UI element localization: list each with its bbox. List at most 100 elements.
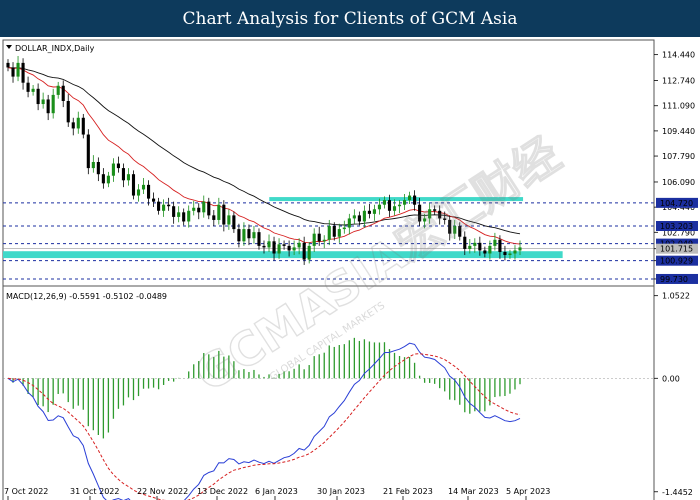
candle-body — [292, 247, 296, 251]
candle-body — [31, 88, 35, 92]
candle-body — [252, 232, 256, 239]
candle-body — [433, 209, 437, 211]
candle-body — [101, 174, 105, 184]
candle-body — [121, 168, 126, 181]
main-panel — [3, 56, 654, 280]
level-badge — [656, 197, 698, 208]
candle-body — [408, 195, 412, 201]
candle-body — [227, 215, 231, 225]
candle-body — [413, 195, 417, 205]
level-badge-label: 99.730 — [660, 275, 688, 284]
candle-body — [337, 229, 341, 237]
level-badge — [656, 221, 698, 232]
candle-body — [222, 204, 226, 225]
candle-body — [453, 226, 457, 234]
price-tick-label: 111.090 — [662, 102, 695, 111]
level-badge — [656, 273, 698, 284]
price-tick-label: 109.440 — [662, 127, 695, 136]
candle-body — [106, 175, 110, 184]
price-tick-label: 107.790 — [662, 152, 695, 161]
candle-body — [172, 206, 176, 217]
candle-body — [312, 233, 316, 246]
candle-body — [503, 251, 507, 256]
candle-body — [11, 67, 15, 77]
macd-tick-label: -1.4452 — [662, 488, 693, 497]
date-tick-label: 6 Jan 2023 — [255, 487, 298, 496]
candle-body — [302, 242, 306, 260]
candle-body — [182, 212, 186, 222]
candle-body — [438, 210, 442, 219]
candle-body — [332, 226, 336, 237]
date-tick-label: 13 Dec 2022 — [197, 487, 248, 496]
candle-body — [347, 218, 351, 228]
candle-body — [187, 210, 191, 222]
candle-body — [493, 239, 497, 246]
candle-body — [402, 200, 407, 205]
macd-panel — [3, 337, 654, 500]
date-tick-label: 31 Oct 2022 — [70, 487, 119, 496]
candle-body — [478, 242, 482, 251]
candle-body — [41, 99, 45, 105]
price-tick-label: 106.090 — [662, 178, 695, 187]
candle-body — [468, 245, 472, 249]
candle-body — [297, 242, 301, 248]
candle-body — [518, 247, 522, 251]
candle-body — [392, 206, 397, 211]
candle-body — [513, 250, 517, 254]
candle-body — [91, 162, 95, 169]
macd-tick-label: 1.0522 — [662, 292, 690, 301]
macd-tick-label: 0.00 — [662, 374, 680, 383]
candle-body — [287, 245, 291, 251]
candle-body — [141, 184, 146, 190]
symbol-dropdown-icon[interactable] — [6, 45, 12, 49]
candle-body — [352, 215, 356, 219]
level-badge — [656, 255, 698, 266]
candle-body — [152, 198, 156, 202]
page-title: Chart Analysis for Clients of GCM Asia — [0, 0, 700, 37]
candle-body — [146, 184, 151, 199]
candle-body — [483, 250, 487, 254]
macd-line — [7, 342, 521, 500]
candle-body — [307, 245, 311, 260]
candle-body — [498, 239, 502, 252]
candle-body — [387, 200, 392, 211]
candle-body — [86, 134, 90, 169]
candle-body — [167, 204, 171, 207]
candle-body — [202, 201, 206, 213]
candle-body — [6, 62, 10, 68]
candle-body — [508, 253, 512, 256]
date-tick-label: 21 Feb 2023 — [383, 487, 433, 496]
candle-body — [257, 232, 261, 246]
price-chart: 114.440 112.740 111.090 109.440 107.790 106.0… — [2, 39, 698, 500]
date-tick-label: 7 Oct 2022 — [4, 487, 48, 496]
macd-label: MACD(12,26,9) -0.5591 -0.5102 -0.0489 — [6, 292, 167, 301]
zone-band — [3, 251, 563, 259]
candle-body — [81, 117, 85, 135]
candle-body — [36, 88, 40, 105]
candle-body — [212, 215, 216, 220]
candle-body — [16, 62, 20, 77]
candle-body — [322, 239, 326, 242]
candle-body — [418, 204, 422, 222]
candle-body — [157, 201, 161, 211]
date-tick-label: 5 Apr 2023 — [506, 487, 550, 496]
candle-body — [207, 201, 211, 216]
candle-body — [197, 207, 201, 213]
candle-body — [262, 245, 266, 248]
candle-body — [342, 227, 346, 230]
candle-body — [367, 210, 371, 214]
candle-body — [443, 218, 447, 220]
candle-body — [111, 163, 115, 176]
candle-body — [126, 174, 131, 181]
level-badge-label: 101.715 — [660, 245, 693, 254]
chart-frame — [2, 39, 655, 500]
level-badge-label: 100.929 — [660, 257, 693, 266]
candle-body — [237, 229, 241, 242]
candle-body — [372, 209, 376, 214]
candle-body — [317, 233, 321, 242]
candle-body — [473, 242, 477, 246]
candle-body — [377, 204, 382, 210]
candle-body — [282, 244, 286, 246]
date-tick-label: 30 Jan 2023 — [317, 487, 365, 496]
page-title-text: Chart Analysis for Clients of GCM Asia — [182, 8, 518, 29]
